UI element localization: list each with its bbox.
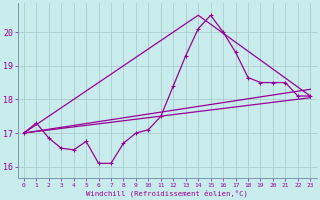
X-axis label: Windchill (Refroidissement éolien,°C): Windchill (Refroidissement éolien,°C)	[86, 189, 248, 197]
